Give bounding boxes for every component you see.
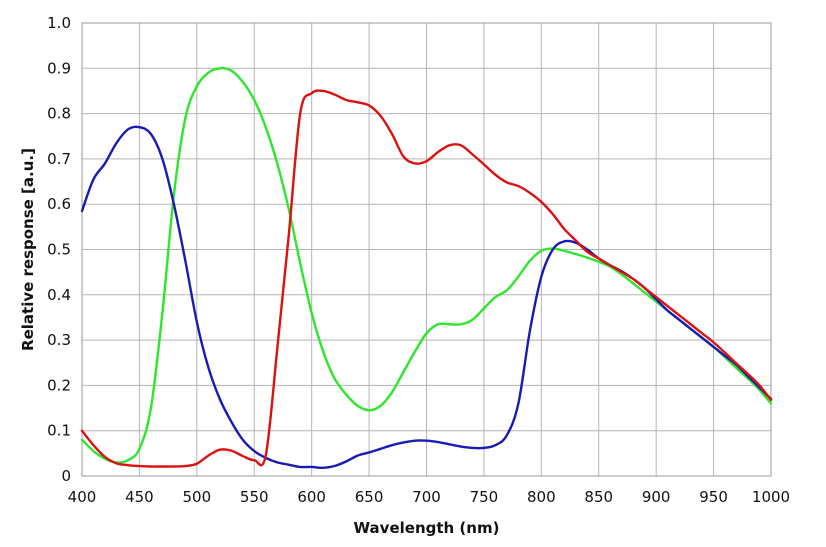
series-line-blue: [80, 125, 773, 470]
y-tick-label: 0.5: [47, 241, 71, 259]
x-tick-label: 850: [584, 488, 613, 506]
y-tick-label: 0.8: [47, 105, 71, 123]
series-line-red: [80, 89, 773, 468]
x-tick-label: 950: [699, 488, 728, 506]
series-lines: [80, 66, 773, 470]
y-tick-label: 0.2: [47, 376, 71, 394]
y-tick-label: 0.7: [47, 150, 71, 168]
x-tick-label: 500: [183, 488, 212, 506]
y-tick-label: 1.0: [47, 14, 71, 32]
plot-area-frame: [81, 22, 772, 477]
y-tick-label: 0.6: [47, 195, 71, 213]
x-tick-label: 800: [527, 488, 556, 506]
x-tick-label: 550: [240, 488, 269, 506]
x-tick-label: 700: [412, 488, 441, 506]
x-axis-title: Wavelength (nm): [354, 519, 500, 537]
x-tick-label: 1000: [752, 488, 790, 506]
x-tick-label: 900: [642, 488, 671, 506]
series-line-green: [80, 66, 773, 464]
y-axis-tick-labels: 0 0.1 0.2 0.3 0.4 0.5 0.6 0.7 0.8 0.9 1.0: [47, 14, 71, 485]
y-tick-label: 0.1: [47, 422, 71, 440]
y-tick-label: 0.9: [47, 59, 71, 77]
y-tick-label: 0: [61, 467, 71, 485]
x-tick-label: 750: [470, 488, 499, 506]
x-axis-tick-labels: 400 450 500 550 600 650 700 750 800 850 900 950 1000: [68, 488, 790, 506]
y-tick-label: 0.4: [47, 286, 71, 304]
y-axis-title: Relative response [a.u.]: [19, 148, 37, 351]
y-tick-label: 0.3: [47, 331, 71, 349]
x-tick-label: 400: [68, 488, 97, 506]
x-tick-label: 650: [355, 488, 384, 506]
x-tick-label: 450: [125, 488, 154, 506]
x-tick-label: 600: [297, 488, 326, 506]
